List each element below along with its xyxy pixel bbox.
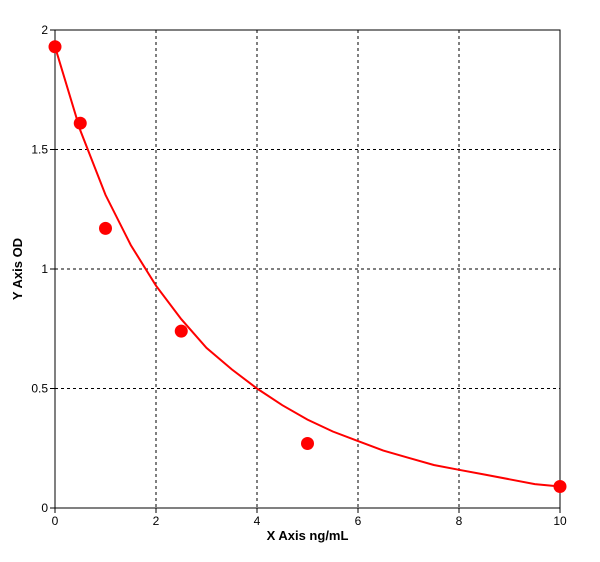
y-tick-label: 2 bbox=[41, 23, 48, 37]
data-points bbox=[48, 40, 567, 493]
x-axis-title: X Axis ng/mL bbox=[267, 528, 349, 543]
y-tick-label: 0.5 bbox=[31, 382, 48, 396]
data-point bbox=[48, 40, 62, 54]
grid bbox=[55, 30, 560, 508]
data-point bbox=[174, 324, 188, 338]
x-tick-label: 4 bbox=[254, 514, 261, 528]
fitted-curve bbox=[54, 46, 561, 488]
data-point bbox=[301, 436, 314, 450]
y-tick-label: 1 bbox=[41, 262, 48, 276]
y-tick-label: 1.5 bbox=[31, 143, 48, 157]
data-point bbox=[99, 221, 112, 235]
x-tick-label: 0 bbox=[52, 514, 59, 528]
y-axis-ticks: 0 0.5 1 1.5 2 bbox=[31, 23, 55, 515]
data-point bbox=[73, 116, 87, 130]
x-tick-label: 10 bbox=[553, 514, 567, 528]
x-tick-label: 2 bbox=[153, 514, 160, 528]
x-axis-ticks: 0 2 4 6 8 10 bbox=[52, 508, 567, 528]
x-tick-label: 6 bbox=[355, 514, 362, 528]
y-axis-title: Y Axis OD bbox=[10, 238, 25, 300]
x-tick-label: 8 bbox=[456, 514, 463, 528]
y-tick-label: 0 bbox=[41, 501, 48, 515]
data-point bbox=[553, 479, 567, 493]
